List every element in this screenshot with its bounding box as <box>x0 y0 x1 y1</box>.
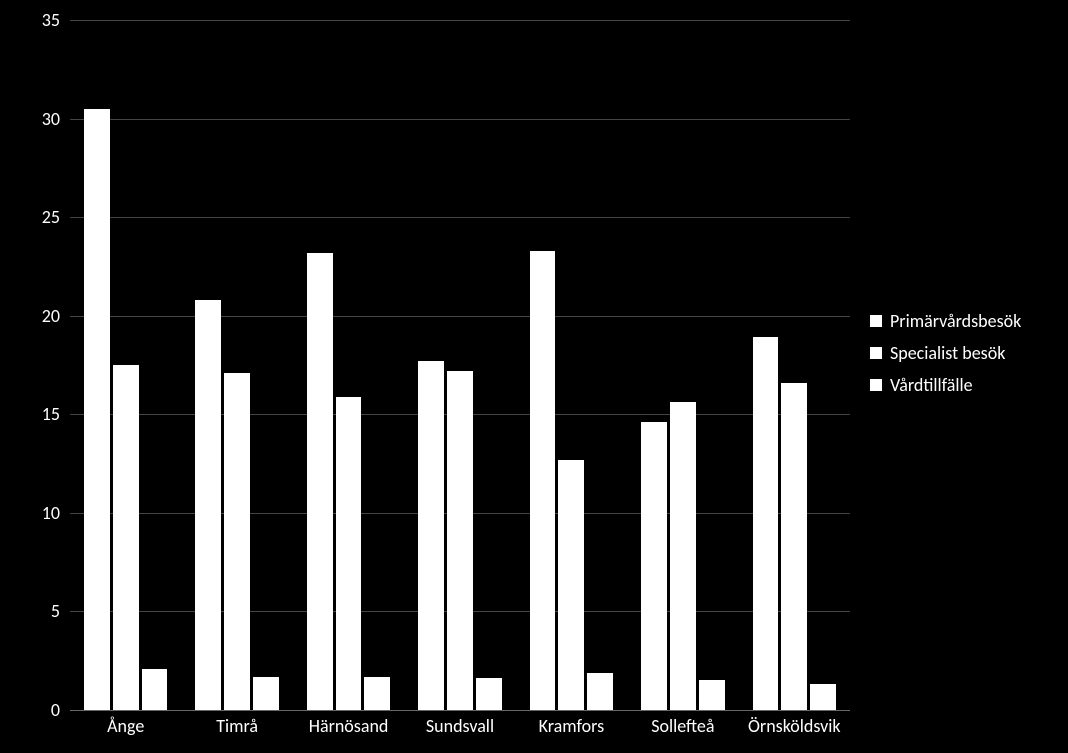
y-tick-label: 30 <box>0 108 60 130</box>
category-group <box>753 20 837 710</box>
bar <box>113 365 139 710</box>
x-tick-label: Kramfors <box>539 715 605 737</box>
legend-swatch <box>870 379 882 391</box>
bar <box>476 678 502 710</box>
legend: Primärvårdsbesök Specialist besök Vårdtill… <box>870 310 1060 406</box>
category-group <box>84 20 168 710</box>
bar <box>641 422 667 710</box>
x-tick-label: Sundsvall <box>426 715 494 737</box>
x-tick-label: Härnösand <box>309 715 389 737</box>
legend-item: Specialist besök <box>870 342 1060 364</box>
bar <box>253 677 279 711</box>
category-group <box>418 20 502 710</box>
bar <box>447 371 473 710</box>
y-tick-label: 0 <box>0 699 60 721</box>
y-tick-label: 20 <box>0 305 60 327</box>
legend-item: Primärvårdsbesök <box>870 310 1060 332</box>
y-tick-label: 25 <box>0 206 60 228</box>
bar <box>587 673 613 710</box>
bar <box>418 361 444 710</box>
category-group <box>195 20 279 710</box>
y-tick-label: 15 <box>0 403 60 425</box>
bar <box>558 460 584 710</box>
bar <box>336 397 362 710</box>
bar <box>364 677 390 711</box>
category-group <box>641 20 725 710</box>
chart-container: Primärvårdsbesök Specialist besök Vårdtill… <box>0 0 1068 753</box>
category-group <box>307 20 391 710</box>
bar <box>142 669 168 710</box>
legend-swatch <box>870 347 882 359</box>
x-tick-label: Timrå <box>216 715 258 737</box>
bar <box>781 383 807 710</box>
bar <box>670 402 696 710</box>
category-group <box>530 20 614 710</box>
x-tick-label: Sollefteå <box>651 715 714 737</box>
bar <box>699 680 725 710</box>
legend-label: Primärvårdsbesök <box>890 310 1021 332</box>
legend-label: Specialist besök <box>890 342 1005 364</box>
x-tick-label: Ånge <box>107 715 144 737</box>
bar <box>530 251 556 710</box>
legend-label: Vårdtillfälle <box>890 374 973 396</box>
bar <box>753 337 779 710</box>
bars-row <box>70 20 850 710</box>
bar <box>810 684 836 710</box>
bar <box>84 109 110 710</box>
x-tick-label: Örnsköldsvik <box>748 715 841 737</box>
y-tick-label: 35 <box>0 9 60 31</box>
y-tick-label: 5 <box>0 600 60 622</box>
bar <box>307 253 333 710</box>
bar <box>195 300 221 710</box>
legend-swatch <box>870 315 882 327</box>
y-tick-label: 10 <box>0 502 60 524</box>
bar <box>224 373 250 710</box>
legend-item: Vårdtillfälle <box>870 374 1060 396</box>
